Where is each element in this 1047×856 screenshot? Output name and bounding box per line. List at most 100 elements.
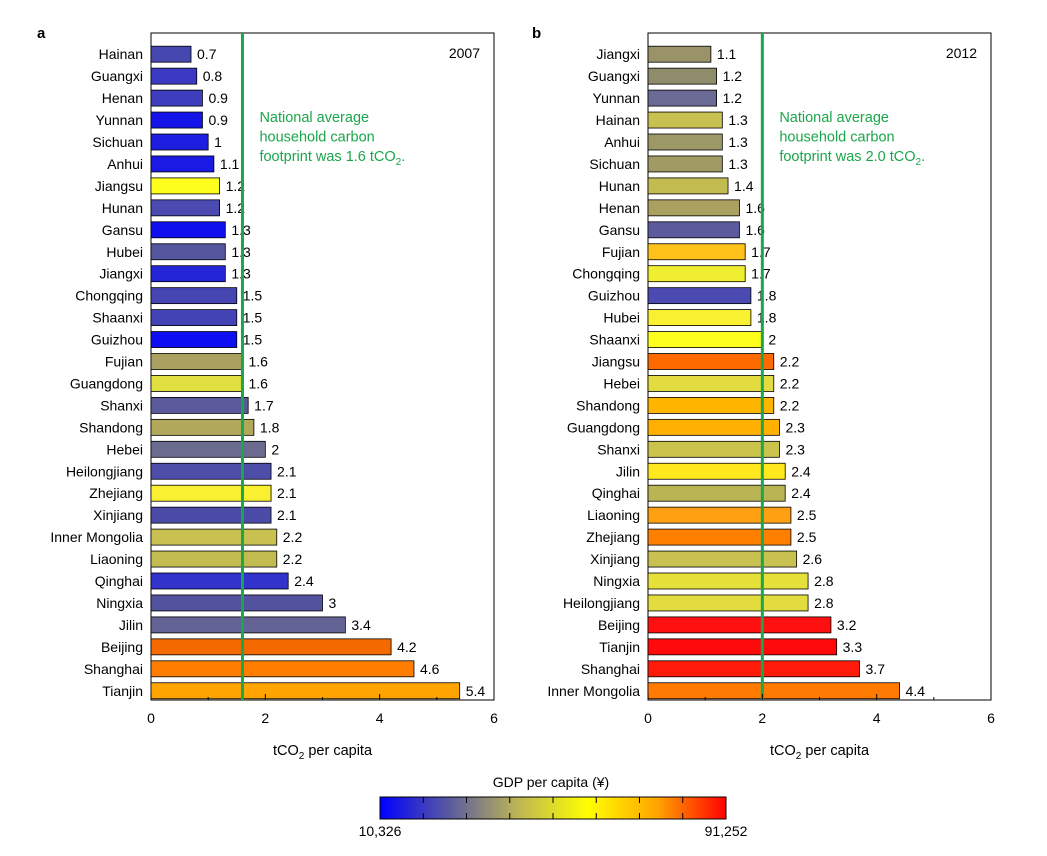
annotation-line: National average	[779, 110, 889, 126]
value-label: 2.2	[780, 397, 800, 413]
value-label: 2.3	[785, 419, 805, 435]
annotation-line: household carbon	[259, 130, 374, 146]
bar	[647, 528, 792, 546]
value-label: 1.6	[248, 354, 268, 370]
bar	[150, 199, 220, 217]
category-label: Jilin	[616, 463, 640, 479]
bar	[647, 682, 900, 700]
value-label: 5.4	[466, 683, 486, 699]
bar	[647, 221, 740, 239]
bar	[150, 396, 249, 414]
value-label: 2.5	[797, 529, 817, 545]
value-label: 0.9	[208, 112, 228, 128]
bar	[647, 287, 752, 305]
value-label: 3	[329, 595, 337, 611]
bar	[647, 111, 723, 129]
bar	[150, 616, 346, 634]
bar	[647, 484, 786, 502]
bar	[150, 45, 192, 63]
category-label: Xinjiang	[93, 507, 143, 523]
bar	[647, 199, 740, 217]
bar	[150, 594, 323, 612]
value-label: 3.7	[866, 661, 886, 677]
bar	[647, 243, 746, 261]
category-label: Jilin	[119, 617, 143, 633]
value-label: 4.6	[420, 661, 440, 677]
category-label: Beijing	[101, 639, 143, 655]
category-label: Liaoning	[587, 507, 640, 523]
category-label: Anhui	[604, 134, 640, 150]
colorbar-max-label: 91,252	[705, 823, 748, 839]
x-axis-label: tCO2 per capita	[273, 743, 373, 762]
bar	[150, 265, 226, 283]
category-label: Chongqing	[572, 266, 640, 282]
value-label: 2.1	[277, 507, 297, 523]
value-label: 1.2	[226, 200, 246, 216]
value-label: 1.5	[243, 332, 263, 348]
annotation-line: National average	[259, 110, 369, 126]
category-label: Guangxi	[91, 68, 143, 84]
bar	[150, 638, 392, 656]
bar	[150, 484, 272, 502]
value-label: 3.3	[843, 639, 863, 655]
value-label: 2	[271, 441, 279, 457]
category-label: Shandong	[576, 397, 640, 413]
bar	[647, 155, 723, 173]
category-label: Xinjiang	[590, 551, 640, 567]
bar	[647, 353, 775, 370]
value-label: 1.8	[260, 419, 280, 435]
value-label: 4.2	[397, 639, 417, 655]
value-label: 0.9	[208, 90, 228, 106]
bar	[150, 89, 203, 107]
value-label: 2.5	[797, 507, 817, 523]
category-label: Fujian	[105, 354, 143, 370]
category-label: Guizhou	[91, 332, 143, 348]
bar	[150, 243, 226, 261]
panel-b-2012: b 2012 Jiangxi 1.1 Guangxi 1.2 Yunnan 1.2 Hainan…	[532, 25, 995, 762]
bar	[150, 133, 209, 151]
bar	[647, 572, 809, 590]
category-label: Hubei	[603, 310, 640, 326]
category-label: Shanxi	[100, 397, 143, 413]
x-tick-label: 2	[758, 710, 766, 726]
category-label: Zhejiang	[586, 529, 640, 545]
category-label: Jiangxi	[99, 266, 143, 282]
category-label: Shanxi	[597, 441, 640, 457]
category-label: Shanghai	[581, 661, 640, 677]
bar	[150, 111, 203, 129]
value-label: 1.4	[734, 178, 754, 194]
category-label: Hebei	[106, 441, 143, 457]
category-label: Ningxia	[593, 573, 640, 589]
category-label: Sichuan	[92, 134, 143, 150]
bar	[647, 67, 717, 85]
value-label: 1.8	[757, 310, 777, 326]
annotation-line: footprint was 2.0 tCO2.	[779, 149, 925, 168]
bar	[647, 265, 746, 283]
category-label: Shaanxi	[589, 332, 640, 348]
category-label: Chongqing	[75, 288, 143, 304]
year-label: 2007	[449, 45, 480, 61]
bar	[150, 462, 272, 480]
value-label: 2.8	[814, 573, 834, 589]
annotation-line: household carbon	[779, 130, 894, 146]
category-label: Qinghai	[592, 485, 640, 501]
bar	[150, 309, 238, 327]
category-label: Guangdong	[567, 419, 640, 435]
category-label: Qinghai	[95, 573, 143, 589]
bar	[150, 572, 289, 590]
bar	[647, 440, 780, 458]
bar	[647, 660, 860, 678]
bar	[647, 418, 780, 436]
bar	[647, 177, 729, 195]
category-label: Shanghai	[84, 661, 143, 677]
value-label: 1.3	[728, 112, 748, 128]
category-label: Ningxia	[96, 595, 143, 611]
category-label: Inner Mongolia	[547, 683, 640, 699]
x-tick-label: 6	[987, 710, 995, 726]
bar	[647, 45, 712, 63]
value-label: 1	[214, 134, 222, 150]
value-label: 1.3	[728, 156, 748, 172]
bar	[150, 682, 461, 700]
colorbar-min-label: 10,326	[359, 823, 402, 839]
